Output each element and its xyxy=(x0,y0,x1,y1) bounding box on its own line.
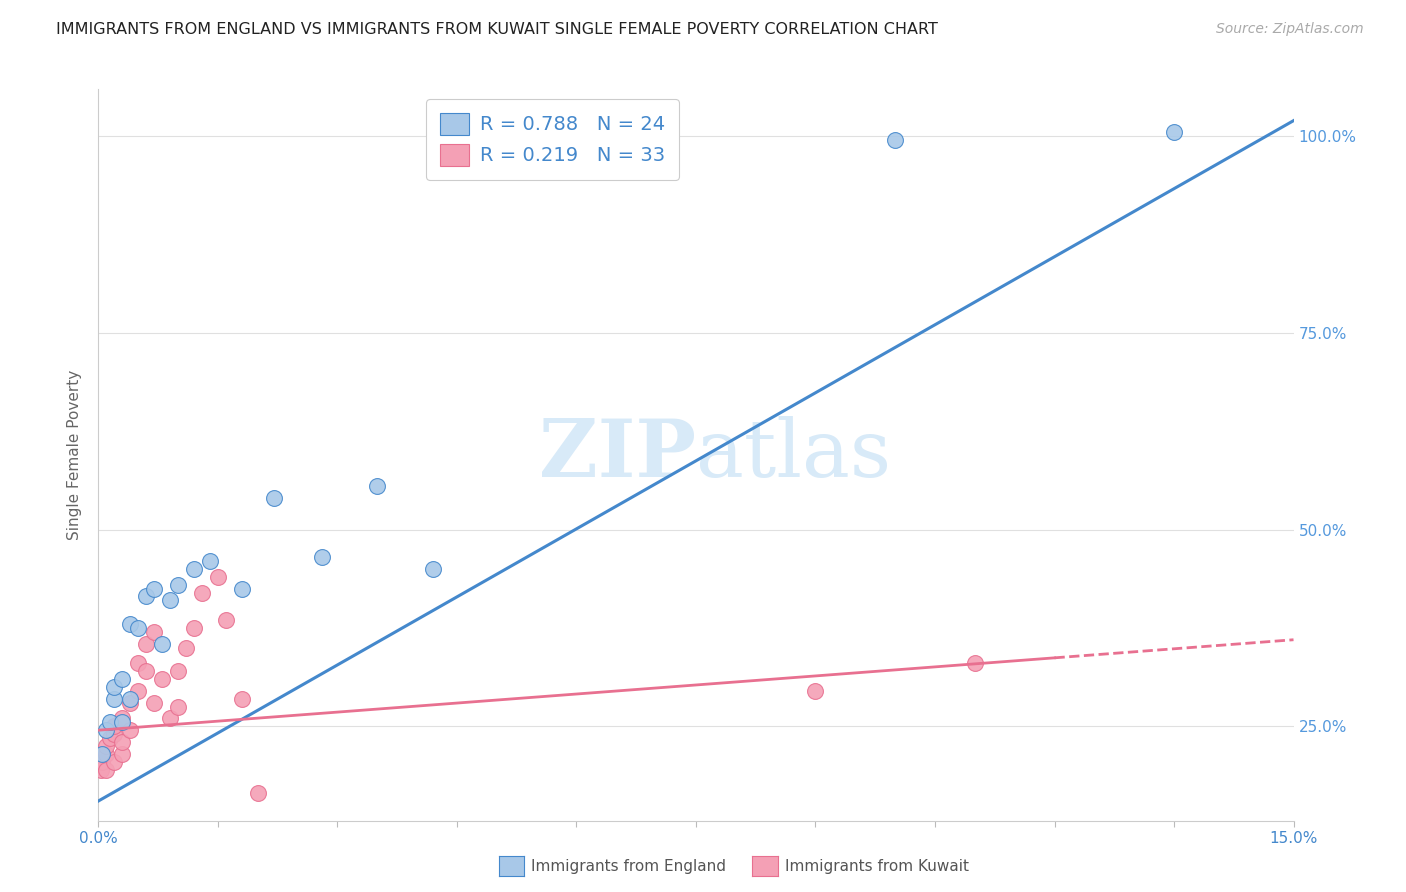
Point xyxy=(100,715,122,730)
Point xyxy=(1163,125,1185,139)
Point xyxy=(183,621,205,635)
Point xyxy=(159,593,181,607)
Point xyxy=(143,696,166,710)
Point xyxy=(111,715,134,730)
Point xyxy=(804,684,827,698)
Point xyxy=(120,691,142,706)
Point xyxy=(111,672,134,686)
Text: Immigrants from Kuwait: Immigrants from Kuwait xyxy=(785,859,969,873)
Point xyxy=(366,479,388,493)
Point xyxy=(91,755,114,769)
Point xyxy=(103,727,125,741)
Point xyxy=(127,621,149,635)
Point xyxy=(183,562,205,576)
Point xyxy=(263,491,285,505)
Point xyxy=(167,699,190,714)
Y-axis label: Single Female Poverty: Single Female Poverty xyxy=(67,370,83,540)
Point xyxy=(207,570,229,584)
Point xyxy=(127,657,149,671)
Point xyxy=(884,133,907,147)
Point xyxy=(246,786,269,800)
Point xyxy=(167,577,190,591)
Point xyxy=(111,735,134,749)
Point xyxy=(215,613,238,627)
Text: Source: ZipAtlas.com: Source: ZipAtlas.com xyxy=(1216,22,1364,37)
Point xyxy=(167,664,190,678)
Point xyxy=(174,640,197,655)
Point xyxy=(143,582,166,596)
Point xyxy=(91,747,114,761)
Point xyxy=(135,590,157,604)
Point xyxy=(96,723,118,738)
Point xyxy=(96,763,118,777)
Point xyxy=(191,585,214,599)
Point xyxy=(311,550,333,565)
Point xyxy=(90,763,112,777)
Point xyxy=(120,723,142,738)
Point xyxy=(103,691,125,706)
Legend: R = 0.788   N = 24, R = 0.219   N = 33: R = 0.788 N = 24, R = 0.219 N = 33 xyxy=(426,99,679,180)
Point xyxy=(135,637,157,651)
Point xyxy=(100,731,122,745)
Point xyxy=(96,747,118,761)
Point xyxy=(422,562,444,576)
Text: atlas: atlas xyxy=(696,416,891,494)
Point xyxy=(96,739,118,753)
Point xyxy=(150,637,173,651)
Text: ZIP: ZIP xyxy=(538,416,696,494)
Point xyxy=(963,657,986,671)
Point xyxy=(150,672,173,686)
Point xyxy=(198,554,221,568)
Point xyxy=(111,711,134,725)
Point xyxy=(111,747,134,761)
Point xyxy=(231,691,253,706)
Point xyxy=(159,711,181,725)
Point xyxy=(103,680,125,694)
Point xyxy=(143,624,166,639)
Point xyxy=(120,617,142,632)
Point xyxy=(103,719,125,733)
Point xyxy=(135,664,157,678)
Point xyxy=(103,755,125,769)
Text: Immigrants from England: Immigrants from England xyxy=(531,859,727,873)
Text: IMMIGRANTS FROM ENGLAND VS IMMIGRANTS FROM KUWAIT SINGLE FEMALE POVERTY CORRELAT: IMMIGRANTS FROM ENGLAND VS IMMIGRANTS FR… xyxy=(56,22,938,37)
Point xyxy=(231,582,253,596)
Point xyxy=(120,696,142,710)
Point xyxy=(127,684,149,698)
